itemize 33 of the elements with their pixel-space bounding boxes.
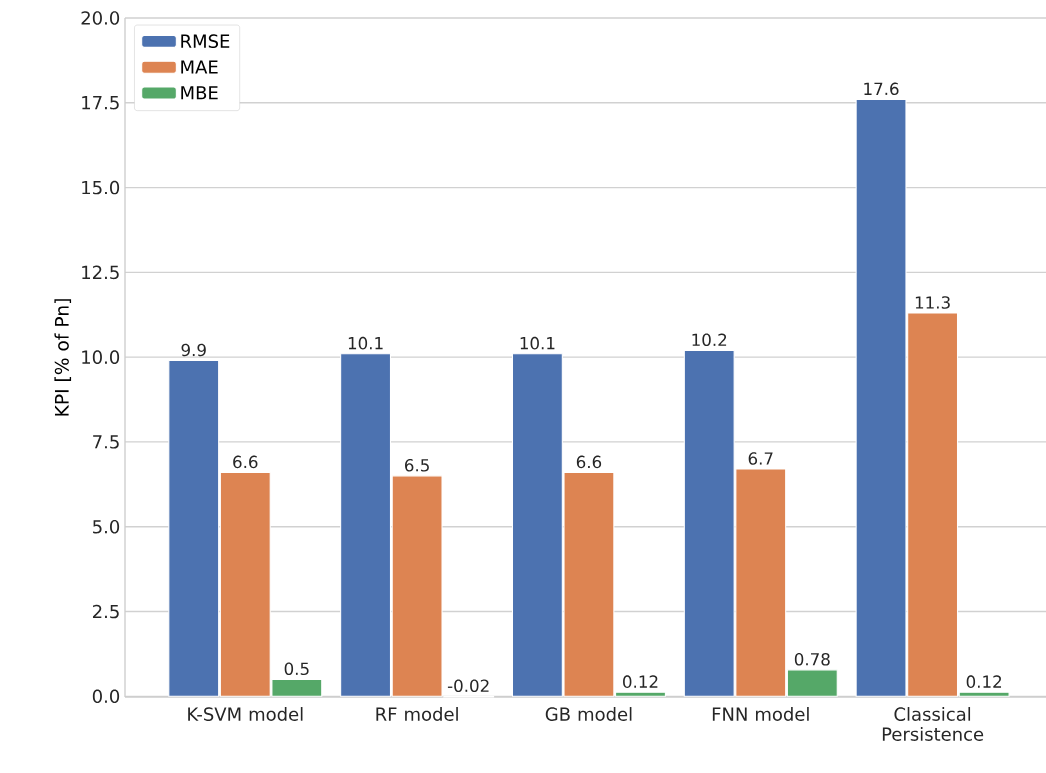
x-tick-label: GB model [545,707,632,721]
legend-label: MBE [181,86,218,100]
data-label: 6.6 [233,455,258,469]
data-label: 17.6 [864,82,899,96]
legend-label: RMSE [181,34,230,48]
data-label: 0.5 [284,662,309,676]
x-tick-label: K-SVM model [188,707,303,721]
y-tick-label: 5.0 [93,519,120,534]
y-tick-label: 12.5 [82,265,119,280]
y-tick-label: 2.5 [92,604,119,619]
y-tick-label: 15.0 [82,180,120,195]
data-label: 6.5 [405,458,429,472]
x-tick-label: FNN model [712,707,809,721]
data-label: 9.9 [181,343,206,357]
data-label: 0.78 [794,652,830,666]
y-tick-label: 7.5 [93,435,119,449]
data-label: -0.02 [447,679,489,693]
x-tick-label: Classical Persistence [882,707,984,741]
y-tick-label: 17.5 [82,96,119,110]
data-label: 10.2 [692,333,727,347]
data-label: 10.1 [520,336,555,350]
x-tick-label: RF model [376,707,458,721]
data-label: 0.12 [966,675,1002,688]
data-label: 6.6 [576,455,602,469]
y-tick-label: 20.0 [81,11,120,25]
data-label: 11.3 [915,296,950,309]
data-label: 10.1 [348,336,383,350]
y-axis-title: KPI [% of Pn] [54,299,72,416]
data-label: 0.12 [623,675,658,688]
y-tick-label: 0.0 [92,689,120,704]
data-label: 6.7 [748,452,773,465]
legend-label: MAE [181,60,218,74]
y-tick-label: 10.0 [82,350,120,364]
